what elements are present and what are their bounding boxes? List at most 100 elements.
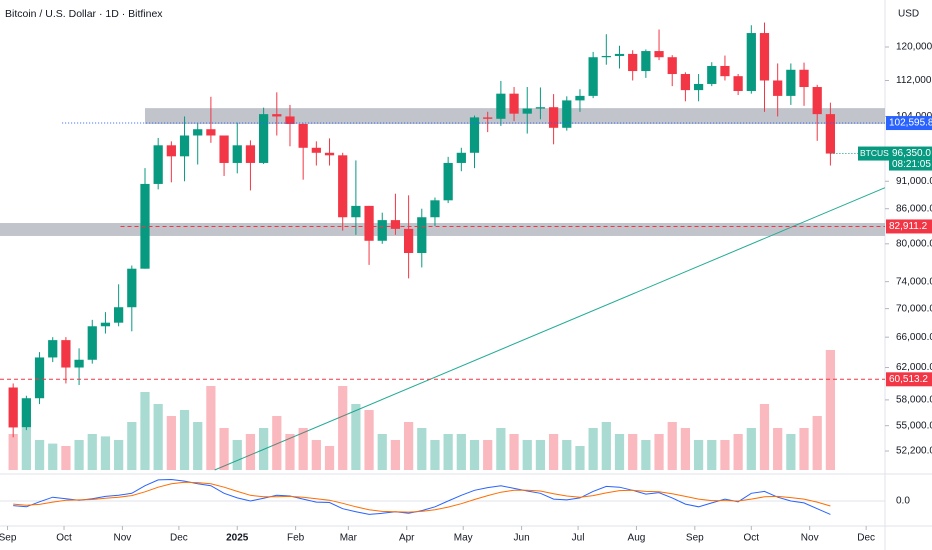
y-tick-label: 70,000.0 <box>896 303 932 314</box>
volume-bar <box>786 434 796 470</box>
volume-bar <box>483 440 493 470</box>
volume-bar <box>667 422 677 470</box>
candle-body <box>245 145 256 163</box>
volume-bar <box>469 440 480 470</box>
candle-body <box>74 359 84 368</box>
candle-body <box>377 220 387 241</box>
y-tick-label: 55,000.0 <box>896 420 932 431</box>
y-tick-label: 112,000.0 <box>896 75 932 86</box>
volume-bar <box>311 440 321 470</box>
candle-body <box>127 268 137 308</box>
candle-body <box>193 129 203 136</box>
candle-body <box>285 116 295 124</box>
level-label-box <box>886 372 932 387</box>
volume-bar <box>496 428 506 470</box>
candle-body <box>825 114 836 154</box>
candle-body <box>206 129 216 136</box>
macd-line <box>13 481 831 513</box>
x-tick-label: Nov <box>801 533 819 544</box>
x-tick-label: May <box>454 533 473 544</box>
volume-bar <box>166 416 176 470</box>
level-label-box <box>886 219 932 234</box>
y-tick-label: 66,000.0 <box>896 332 932 343</box>
macd-line <box>13 478 831 515</box>
y-tick-label: 58,000.0 <box>896 395 932 406</box>
candle-body <box>733 76 743 91</box>
zone <box>0 223 885 236</box>
volume-bar <box>680 428 691 470</box>
candle-body <box>456 152 466 163</box>
volume-bar <box>48 443 58 470</box>
x-tick-label: Feb <box>287 533 305 544</box>
volume-bar <box>614 434 625 470</box>
chart-title: Bitcoin / U.S. Dollar · 1D · Bitfinex <box>5 8 163 20</box>
volume-bar <box>825 350 836 470</box>
volume-bar <box>733 434 743 470</box>
volume-bar <box>430 440 440 470</box>
candle-body <box>496 93 506 119</box>
candle-body <box>259 114 269 163</box>
candle-body <box>8 387 18 428</box>
y-tick-label: 86,000.0 <box>896 203 932 214</box>
candle-body <box>535 107 546 109</box>
volume-bar <box>522 440 532 470</box>
x-tick-label: Mar <box>340 533 358 544</box>
candle-body <box>601 55 611 58</box>
candle-body <box>219 135 229 163</box>
candle-body <box>522 108 532 114</box>
trendline <box>214 187 886 471</box>
volume-bar <box>548 434 559 470</box>
candle-body <box>443 162 453 201</box>
volume-bar <box>193 422 203 470</box>
candle-body <box>628 53 638 72</box>
volume-bar <box>285 434 295 470</box>
candle-body <box>469 117 480 153</box>
candle-body <box>114 307 124 323</box>
volume-bar <box>338 386 348 470</box>
volume-bar <box>509 434 519 470</box>
x-tick-label: Nov <box>113 533 131 544</box>
volume-bar <box>272 416 282 470</box>
volume-bar <box>153 404 163 470</box>
candle-body <box>786 69 796 96</box>
level-label-box <box>886 116 932 131</box>
volume-bar <box>588 428 598 470</box>
volume-bar <box>179 410 190 470</box>
candle-body <box>614 53 625 56</box>
candle-body <box>588 57 598 96</box>
volume-bar <box>641 440 651 470</box>
level-label: 82,911.2 <box>889 221 928 232</box>
volume-bar <box>562 440 572 470</box>
y-tick-label: 52,200.0 <box>896 446 932 457</box>
y-tick-label: 74,000.0 <box>896 276 932 287</box>
volume-bar <box>812 416 822 470</box>
y-tick-label: 120,000.0 <box>896 42 932 53</box>
candle-body <box>153 145 163 184</box>
candle-body <box>812 87 822 115</box>
volume-bar <box>74 440 84 470</box>
last-price-label: 96,350.0 <box>892 148 931 159</box>
x-tick-label: 2025 <box>226 533 249 544</box>
volume-bar <box>693 440 704 470</box>
candle-body <box>61 340 71 368</box>
candle-body <box>773 80 783 96</box>
volume-bar <box>654 434 664 470</box>
candle-body <box>311 147 321 153</box>
x-tick-label: Jul <box>572 533 585 544</box>
volume-bar <box>799 428 809 470</box>
x-tick-label: Sep <box>686 533 704 544</box>
currency: USD <box>898 9 919 20</box>
x-tick-label: Jun <box>514 533 530 544</box>
candle-body <box>483 117 493 119</box>
macd-tick-label: 0.0 <box>896 496 910 507</box>
volume-bar <box>403 422 414 470</box>
candle-body <box>667 57 677 75</box>
volume-bar <box>575 446 585 470</box>
plot: Sep Oct Nov Dec 2025 Feb Mar Apr May Jun Jul Aug Sep… <box>0 22 932 544</box>
volume-bar <box>8 434 18 470</box>
level-label: 102,595.8 <box>889 118 932 129</box>
candle-body <box>34 357 45 399</box>
volume-bar <box>206 386 216 470</box>
